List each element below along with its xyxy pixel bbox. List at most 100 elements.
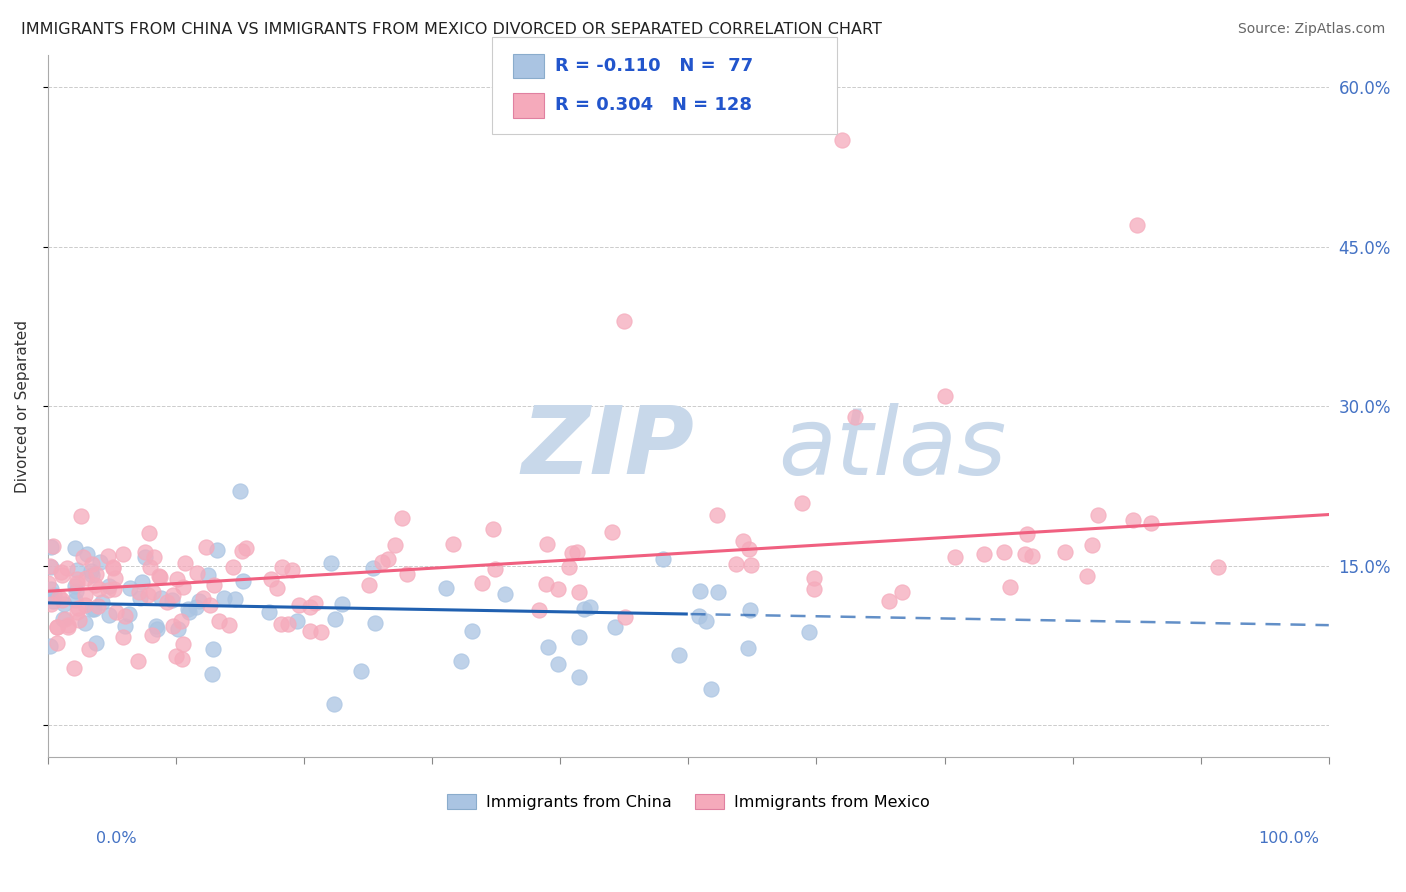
Text: 100.0%: 100.0%	[1258, 830, 1319, 846]
Point	[1125, 219, 1147, 233]
Point	[156, 595, 179, 609]
Point	[396, 567, 419, 582]
Point	[706, 508, 728, 523]
Point	[202, 641, 225, 656]
Point	[75, 599, 97, 613]
Point	[97, 549, 120, 564]
Point	[537, 640, 560, 655]
Point	[547, 657, 569, 671]
Point	[270, 617, 292, 632]
Point	[83, 578, 105, 592]
Point	[142, 584, 165, 599]
Point	[49, 565, 72, 579]
Point	[235, 541, 257, 555]
Point	[1021, 549, 1043, 563]
Point	[114, 619, 136, 633]
Point	[652, 552, 675, 566]
Point	[149, 570, 172, 584]
Point	[65, 576, 87, 591]
Point	[58, 620, 80, 634]
Point	[51, 592, 73, 607]
Text: IMMIGRANTS FROM CHINA VS IMMIGRANTS FROM MEXICO DIVORCED OR SEPARATED CORRELATIO: IMMIGRANTS FROM CHINA VS IMMIGRANTS FROM…	[21, 22, 882, 37]
Point	[65, 579, 87, 593]
Point	[689, 583, 711, 598]
Point	[803, 571, 825, 585]
Point	[737, 641, 759, 656]
Text: atlas: atlas	[778, 403, 1007, 494]
Point	[53, 612, 76, 626]
Point	[138, 588, 160, 602]
Point	[309, 625, 332, 640]
Point	[207, 542, 229, 557]
Point	[323, 612, 346, 626]
Point	[224, 591, 246, 606]
Point	[101, 559, 124, 574]
Point	[568, 670, 591, 684]
Point	[148, 568, 170, 582]
Point	[561, 546, 583, 560]
Point	[277, 617, 299, 632]
Point	[56, 617, 79, 632]
Point	[877, 594, 900, 608]
Point	[558, 560, 581, 574]
Point	[613, 610, 636, 624]
Point	[143, 549, 166, 564]
Point	[101, 560, 124, 574]
Point	[602, 524, 624, 539]
Point	[973, 547, 995, 561]
Point	[471, 575, 494, 590]
Point	[80, 557, 103, 571]
Point	[536, 537, 558, 551]
Point	[138, 525, 160, 540]
Point	[145, 619, 167, 633]
Point	[212, 591, 235, 606]
Point	[1206, 560, 1229, 574]
Point	[201, 666, 224, 681]
Point	[77, 641, 100, 656]
Point	[198, 598, 221, 612]
Point	[391, 510, 413, 524]
Point	[128, 584, 150, 599]
Point	[1087, 508, 1109, 522]
Point	[162, 588, 184, 602]
Point	[298, 624, 321, 638]
Point	[167, 622, 190, 636]
Point	[288, 598, 311, 612]
Point	[112, 547, 135, 561]
Point	[48, 591, 70, 605]
Point	[330, 597, 353, 611]
Point	[165, 649, 187, 664]
Point	[371, 556, 394, 570]
Point	[80, 564, 103, 578]
Point	[134, 550, 156, 565]
Point	[700, 681, 723, 696]
Point	[259, 605, 281, 619]
Point	[844, 409, 866, 424]
Point	[39, 597, 62, 611]
Text: R = 0.304   N = 128: R = 0.304 N = 128	[555, 96, 752, 114]
Point	[162, 619, 184, 633]
Point	[149, 591, 172, 606]
Point	[188, 594, 211, 608]
Point	[222, 560, 245, 574]
Point	[170, 614, 193, 628]
Point	[231, 544, 253, 558]
Point	[993, 545, 1015, 559]
Point	[172, 652, 194, 666]
Point	[193, 591, 215, 605]
Point	[67, 600, 90, 615]
Point	[790, 496, 813, 510]
Point	[73, 616, 96, 631]
Point	[87, 599, 110, 614]
Point	[51, 568, 73, 582]
Point	[377, 551, 399, 566]
Point	[1000, 580, 1022, 594]
Point	[529, 603, 551, 617]
Point	[166, 573, 188, 587]
Point	[63, 660, 86, 674]
Point	[42, 594, 65, 608]
Text: R = -0.110   N =  77: R = -0.110 N = 77	[555, 57, 754, 75]
Point	[603, 620, 626, 634]
Point	[208, 615, 231, 629]
Point	[73, 588, 96, 602]
